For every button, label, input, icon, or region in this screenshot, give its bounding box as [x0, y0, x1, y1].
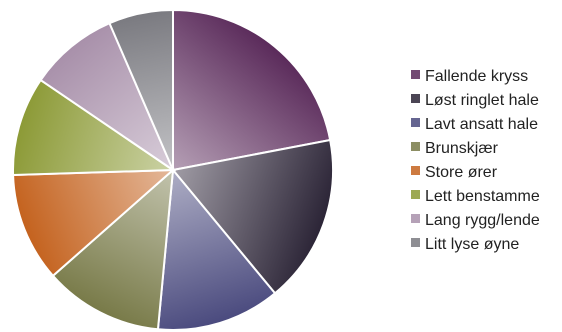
legend-label-2: Løst ringlet hale: [425, 92, 539, 109]
legend-label-7: Lang rygg/lende: [425, 212, 540, 229]
legend-label-1: Fallende kryss: [425, 68, 528, 85]
legend-swatch-6: [411, 190, 420, 199]
legend-swatch-5: [411, 166, 420, 175]
legend-swatch-1: [411, 70, 420, 79]
pie-slice-8: [108, 8, 174, 171]
legend-label-6: Lett benstamme: [425, 188, 540, 205]
pie-slice-1: [172, 8, 332, 172]
pie-slices: [12, 8, 334, 331]
pie-slice-6: [12, 78, 177, 177]
pie-slice-3: [156, 167, 277, 331]
legend-label-5: Store ører: [425, 164, 498, 181]
legend-swatch-3: [411, 118, 420, 127]
legend-label-8: Litt lyse øyne: [425, 236, 519, 253]
pie-slice-2: [171, 138, 334, 295]
legend-swatch-8: [411, 238, 420, 247]
pie-slice-7: [39, 21, 176, 173]
legend-swatch-7: [411, 214, 420, 223]
legend-swatch-2: [411, 94, 420, 103]
pie-slice-4: [51, 167, 175, 331]
legend-label-4: Brunskjær: [425, 140, 499, 157]
legend-label-3: Lavt ansatt hale: [425, 116, 538, 133]
pie-slice-5: [12, 168, 176, 278]
legend-swatch-4: [411, 142, 420, 151]
legend: Fallende kryss Løst ringlet hale Lavt ansa…: [411, 68, 540, 253]
